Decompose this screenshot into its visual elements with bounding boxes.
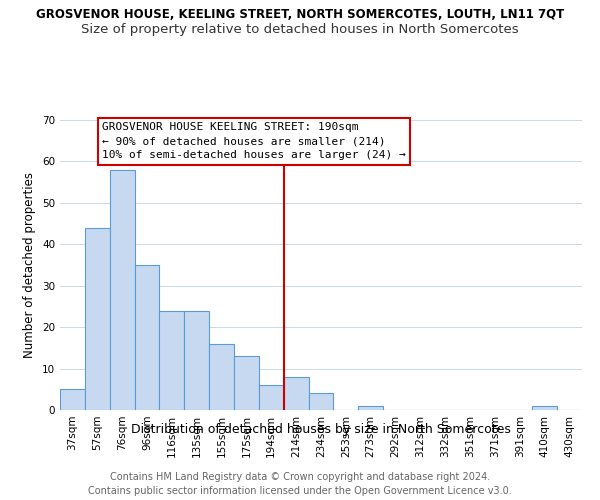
Y-axis label: Number of detached properties: Number of detached properties xyxy=(23,172,37,358)
Bar xyxy=(60,390,85,410)
Bar xyxy=(259,385,284,410)
Text: Distribution of detached houses by size in North Somercotes: Distribution of detached houses by size … xyxy=(131,422,511,436)
Bar xyxy=(234,356,259,410)
Text: GROSVENOR HOUSE, KEELING STREET, NORTH SOMERCOTES, LOUTH, LN11 7QT: GROSVENOR HOUSE, KEELING STREET, NORTH S… xyxy=(36,8,564,20)
Bar xyxy=(160,310,184,410)
Text: Contains HM Land Registry data © Crown copyright and database right 2024.: Contains HM Land Registry data © Crown c… xyxy=(110,472,490,482)
Bar xyxy=(308,394,334,410)
Text: Contains public sector information licensed under the Open Government Licence v3: Contains public sector information licen… xyxy=(88,486,512,496)
Bar xyxy=(209,344,234,410)
Bar xyxy=(184,310,209,410)
Bar xyxy=(134,265,160,410)
Text: Size of property relative to detached houses in North Somercotes: Size of property relative to detached ho… xyxy=(81,22,519,36)
Bar xyxy=(358,406,383,410)
Bar xyxy=(110,170,134,410)
Bar xyxy=(284,377,308,410)
Bar xyxy=(85,228,110,410)
Bar xyxy=(532,406,557,410)
Text: GROSVENOR HOUSE KEELING STREET: 190sqm
← 90% of detached houses are smaller (214: GROSVENOR HOUSE KEELING STREET: 190sqm ←… xyxy=(102,122,406,160)
